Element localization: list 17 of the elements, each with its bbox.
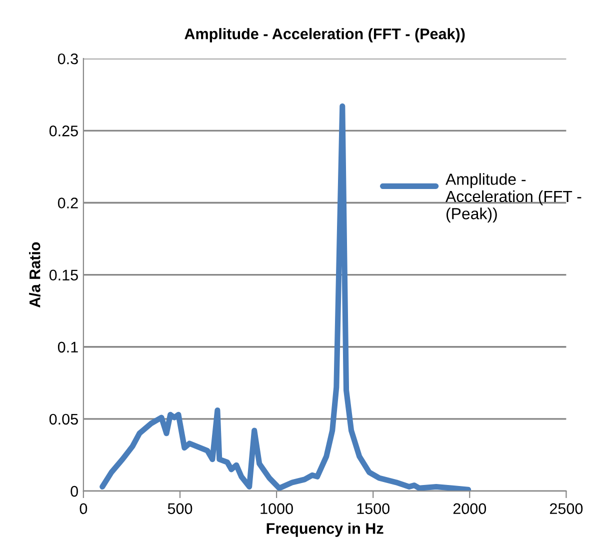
legend-label: Amplitude - Acceleration (FFT - (Peak)): [446, 173, 582, 222]
y-axis-title: A/a Ratio: [29, 242, 40, 308]
x-tick-label: 1500: [357, 503, 390, 514]
chart-title: Amplitude - Acceleration (FFT - (Peak)): [184, 28, 465, 42]
y-tick-label: 0.3: [58, 53, 78, 64]
y-tick-label: 0.1: [58, 342, 78, 353]
x-tick-label: 2000: [453, 503, 486, 514]
x-tick-label: 500: [168, 503, 192, 514]
x-tick-label: 2500: [550, 503, 583, 514]
y-tick-label: 0.05: [49, 414, 78, 425]
x-tick-label: 0: [80, 503, 88, 514]
y-tick-label: 0: [70, 486, 78, 497]
x-axis-title: Frequency in Hz: [266, 522, 384, 537]
y-tick-label: 0.15: [49, 270, 78, 280]
y-tick-label: 0.2: [58, 198, 78, 208]
y-tick-label: 0.25: [49, 126, 78, 136]
x-tick-label: 1000: [260, 503, 293, 514]
